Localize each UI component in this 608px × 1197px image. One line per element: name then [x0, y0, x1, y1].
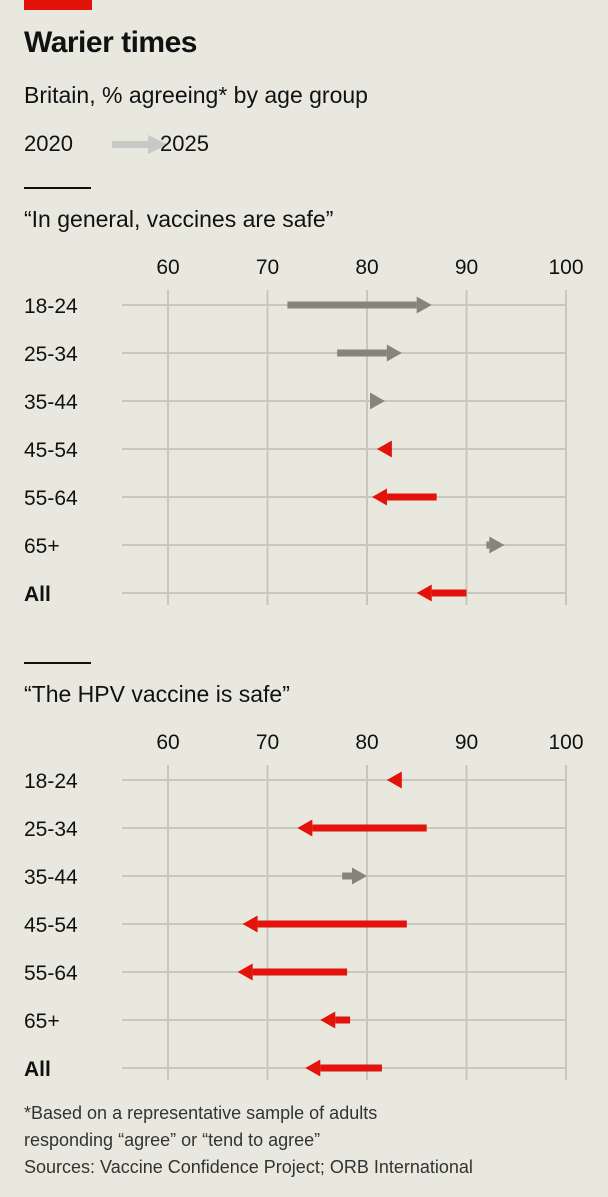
- arrow-head-18-24: [416, 296, 432, 314]
- arrow-head-18-24: [386, 771, 402, 789]
- panel-2-chart: 60 70 80 90 100 18-24 25-34 35-44 45-54 55-64 65+ A…: [24, 731, 584, 1081]
- arrow-shaft-55-64: [386, 493, 437, 501]
- panel-2-rule: [24, 662, 91, 664]
- arrow-head-45-54: [242, 915, 258, 933]
- chart-title: Warier times: [24, 26, 197, 59]
- arrow-All: [416, 584, 467, 602]
- arrow-head-25-34: [297, 819, 313, 837]
- arrow-head-55-64: [237, 963, 253, 981]
- category-label-65+: 65+: [24, 1010, 60, 1033]
- category-label-35-44: 35-44: [24, 391, 78, 414]
- arrow-shaft-18-24: [287, 301, 417, 309]
- arrow-shaft-45-54: [257, 920, 407, 928]
- x-tick-label-60: 60: [156, 256, 179, 279]
- category-label-65+: 65+: [24, 535, 60, 558]
- x-tick-label-100: 100: [548, 256, 583, 279]
- category-label-35-44: 35-44: [24, 866, 78, 889]
- arrow-shaft-25-34: [312, 824, 427, 832]
- arrow-45-54: [242, 915, 407, 933]
- category-label-18-24: 18-24: [24, 770, 78, 793]
- arrow-25-34: [297, 819, 427, 837]
- panel-1-rule: [24, 187, 91, 189]
- arrow-shaft-25-34: [337, 349, 387, 357]
- x-tick-label-100: 100: [548, 731, 583, 754]
- category-label-45-54: 45-54: [24, 439, 78, 462]
- category-label-25-34: 25-34: [24, 818, 78, 841]
- x-tick-label-70: 70: [256, 731, 279, 754]
- legend-from-label: 2020: [24, 131, 73, 156]
- legend-to-label: 2025: [160, 131, 209, 156]
- arrow-65+: [486, 536, 505, 554]
- arrow-55-64: [237, 963, 348, 981]
- category-label-All: All: [24, 1058, 51, 1081]
- x-tick-label-80: 80: [355, 731, 378, 754]
- x-tick-label-60: 60: [156, 731, 179, 754]
- arrow-shaft-35-44: [342, 872, 352, 880]
- x-tick-label-90: 90: [455, 256, 478, 279]
- panel-1-chart: 60 70 80 90 100 18-24 25-34 35-44 45-54 55-64 65+ A…: [24, 256, 584, 606]
- arrow-head-55-64: [371, 488, 387, 506]
- legend: 2020 2025: [24, 130, 284, 160]
- arrow-head-65+: [489, 536, 505, 554]
- category-label-55-64: 55-64: [24, 962, 78, 985]
- arrow-35-44: [369, 392, 385, 410]
- footnote-line-3: Sources: Vaccine Confidence Project; ORB…: [24, 1157, 473, 1177]
- arrow-45-54: [376, 440, 392, 458]
- arrow-head-35-44: [369, 392, 385, 410]
- arrow-head-65+: [320, 1011, 336, 1029]
- x-tick-label-70: 70: [256, 256, 279, 279]
- footnote: *Based on a representative sample of adu…: [24, 1100, 473, 1181]
- chart-subtitle: Britain, % agreeing* by age group: [24, 82, 368, 108]
- category-label-25-34: 25-34: [24, 343, 78, 366]
- brand-red-bar: [24, 0, 92, 10]
- arrow-35-44: [342, 867, 367, 885]
- footnote-line-2: responding “agree” or “tend to agree”: [24, 1130, 321, 1150]
- arrow-shaft-All: [431, 589, 467, 597]
- panel-2-title: “The HPV vaccine is safe”: [24, 681, 290, 707]
- arrow-head-All: [416, 584, 432, 602]
- arrow-25-34: [337, 344, 402, 362]
- arrow-head-35-44: [352, 867, 367, 885]
- arrow-shaft-65+: [335, 1016, 351, 1024]
- legend-arrow-icon: [112, 135, 168, 154]
- category-label-45-54: 45-54: [24, 914, 78, 937]
- arrow-shaft-65+: [486, 541, 490, 549]
- arrow-55-64: [371, 488, 437, 506]
- arrow-shaft-55-64: [252, 968, 348, 976]
- arrow-head-45-54: [376, 440, 392, 458]
- x-tick-label-80: 80: [355, 256, 378, 279]
- arrow-18-24: [287, 296, 432, 314]
- arrow-65+: [320, 1011, 351, 1029]
- footnote-line-1: *Based on a representative sample of adu…: [24, 1103, 378, 1123]
- x-tick-label-90: 90: [455, 731, 478, 754]
- arrow-head-25-34: [386, 344, 402, 362]
- arrow-head-All: [305, 1059, 321, 1077]
- arrow-18-24: [386, 771, 402, 789]
- arrow-shaft-All: [320, 1064, 382, 1072]
- panel-1-title: “In general, vaccines are safe”: [24, 206, 334, 232]
- category-label-55-64: 55-64: [24, 487, 78, 510]
- category-label-All: All: [24, 583, 51, 606]
- category-label-18-24: 18-24: [24, 295, 78, 318]
- arrow-All: [305, 1059, 382, 1077]
